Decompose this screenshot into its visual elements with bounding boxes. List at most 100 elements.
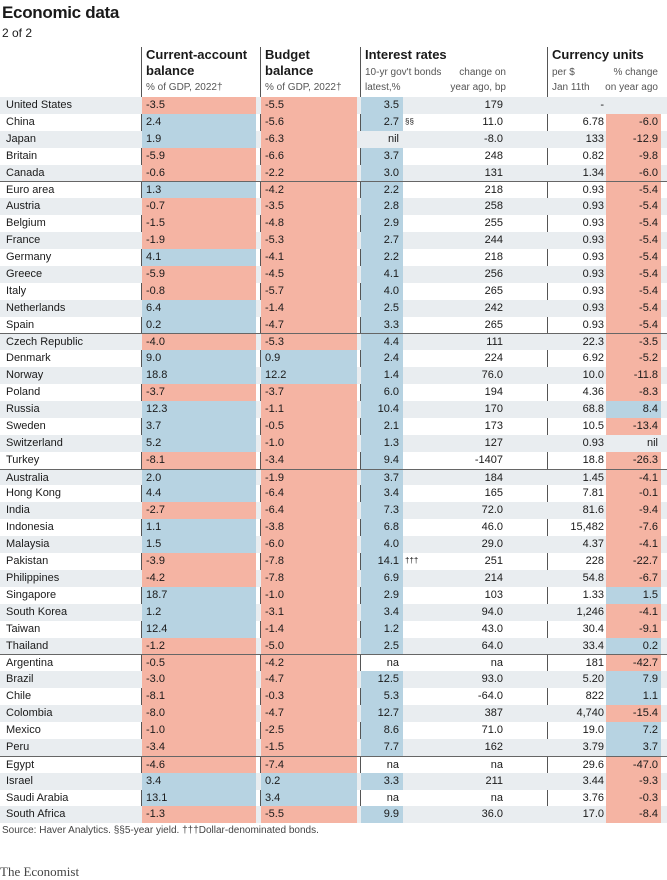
table-row: Euro area 1.3 -4.2 2.2 218 0.93 -5.4 [0,181,667,199]
currency-change-value: 7.2 [606,721,661,739]
yield-change-value: 211 [485,774,503,787]
table-row: Peru -3.4 -1.5 7.7 162 3.79 3.7 [0,738,667,756]
currency-per-dollar-value: 6.92 [582,352,604,365]
current-account-value: -4.0 [142,334,256,351]
bond-yield-footnote [405,790,435,807]
bond-yield-value: 2.7 [361,232,403,250]
bond-yield-footnote [405,232,435,249]
currency-change-value: 8.4 [606,401,661,418]
budget-balance-value: -6.6 [261,147,357,165]
budget-balance-value: -1.4 [261,620,357,638]
table-row: Netherlands 6.4 -1.4 2.5 242 0.93 -5.4 [0,299,667,317]
currency-per-dollar-value: 822 [585,690,604,703]
country-name: India [6,504,30,517]
current-account-value: -1.5 [142,215,256,233]
table-row: Taiwan 12.4 -1.4 1.2 43.0 30.4 -9.1 [0,620,667,638]
bond-yield-footnote [405,621,435,638]
table-row: Norway 18.8 12.2 1.4 76.0 10.0 -11.8 [0,367,667,385]
currency-per-dollar-value: 15,482 [570,521,604,534]
table-row: Poland -3.7 -3.7 6.0 194 4.36 -8.3 [0,384,667,402]
yield-change-value: 251 [484,555,503,568]
current-account-value: -1.3 [142,806,256,824]
table-row: Argentina -0.5 -4.2 na na 181 -42.7 [0,654,667,672]
currency-per-dollar-value: 0.93 [582,251,604,264]
budget-balance-value: -4.8 [261,215,357,233]
current-account-value: -3.7 [142,384,256,402]
current-account-value: -3.4 [142,738,256,756]
budget-balance-value: -3.4 [261,451,357,469]
table-row: Thailand -1.2 -5.0 2.5 64.0 33.4 0.2 [0,637,667,655]
bond-yield-value: na [386,791,399,804]
current-account-value: -8.1 [142,451,256,469]
current-account-value: 12.4 [142,620,256,638]
bond-yield-footnote [405,198,435,215]
currency-change-value: 1.1 [606,688,661,706]
currency-per-dollar-value: 0.82 [582,149,604,162]
bond-yield-footnote [405,587,435,604]
country-name: Philippines [6,571,60,584]
column-divider [547,47,548,822]
country-name: Switzerland [6,436,63,449]
currency-change-value: -5.4 [606,316,661,334]
budget-balance-value: -1.9 [261,469,357,486]
economic-data-table: United States -3.5 -5.5 3.5 179- China 2.4 -5.6… [0,97,667,824]
bond-yield-footnote [405,435,435,452]
bond-yield-footnote [405,215,435,232]
currency-change-value: 7.9 [606,671,661,689]
country-name: Canada [6,166,45,179]
budget-balance-value: -0.3 [261,688,357,706]
page-title: Economic data [2,3,120,22]
table-row: Egypt -4.6 -7.4 na na 29.6 -47.0 [0,755,667,773]
current-account-value: 1.2 [142,603,256,621]
currency-change-value: -9.4 [606,502,661,520]
table-row: Sweden 3.7 -0.5 2.1 173 10.5 -13.4 [0,417,667,435]
bond-yield-value: 6.0 [361,384,403,402]
bond-yield-value: 2.7 [361,113,403,131]
table-row: Germany 4.1 -4.1 2.2 218 0.93 -5.4 [0,249,667,266]
country-name: Saudi Arabia [6,791,69,804]
currency-per-dollar-value: 19.0 [582,723,604,736]
yield-change-value: 127 [484,436,503,449]
bond-yield-footnote [405,806,435,823]
header-current-account-sub: % of GDP, 2022† [146,82,223,93]
bond-yield-value: 5.3 [361,688,403,706]
source-note: Source: Haver Analytics. §§5-year yield.… [2,825,319,836]
budget-balance-value: -3.8 [261,519,357,537]
currency-per-dollar-value: 7.81 [582,487,604,500]
currency-change-value: -6.0 [606,164,661,182]
country-name: Peru [6,740,30,753]
country-name: Britain [6,149,38,162]
yield-change-value: 218 [484,184,503,197]
header-interest-rates: Interest rates [365,47,447,62]
currency-change-value: -15.4 [606,705,661,722]
bond-yield-footnote [405,367,435,384]
budget-balance-value: -7.4 [261,756,357,773]
bond-yield-value: 7.3 [361,502,403,520]
bond-yield-footnote [405,722,435,739]
currency-per-dollar-value: 0.93 [582,318,604,331]
bond-yield-value: 14.1 [361,553,403,570]
bond-yield-footnote [405,452,435,469]
budget-balance-value: -0.5 [261,417,357,435]
current-account-value: 3.7 [142,417,256,435]
country-name: Mexico [6,723,41,736]
budget-balance-value: -4.7 [261,316,357,334]
budget-balance-value: -7.8 [261,569,357,587]
budget-balance-value: -5.7 [261,282,357,300]
current-account-value: -4.2 [142,569,256,587]
header-budget-line1: Budget [265,47,310,62]
currency-per-dollar-value: 1.33 [582,588,604,601]
budget-balance-value: 0.2 [261,772,357,790]
current-account-value: -0.6 [142,164,256,182]
budget-balance-value: -6.3 [261,130,357,148]
current-account-value: 1.9 [142,130,256,148]
bond-yield-footnote [405,470,435,486]
current-account-value: 9.0 [142,350,256,368]
country-name: China [6,115,35,128]
bond-yield-footnote [405,604,435,621]
country-name: Italy [6,284,27,297]
current-account-value: -3.9 [142,553,256,570]
header-currency-units: Currency units [552,47,644,62]
currency-change-value [606,97,661,114]
yield-change-value: 224 [484,352,503,365]
